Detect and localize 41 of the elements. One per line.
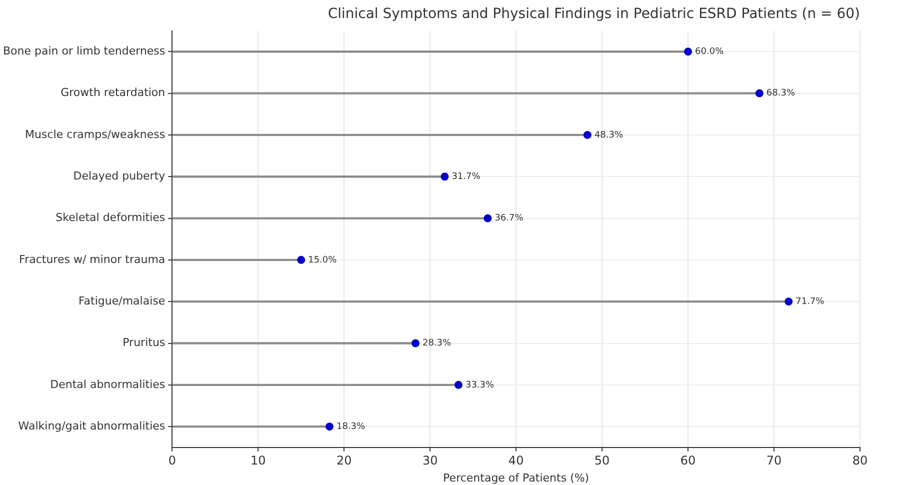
x-tick-label: 70 bbox=[766, 454, 782, 468]
data-label: 31.7% bbox=[452, 172, 481, 182]
point bbox=[325, 422, 334, 431]
y-tick-label: Walking/gait abnormalities bbox=[18, 419, 166, 432]
point bbox=[297, 256, 306, 264]
point bbox=[784, 298, 793, 306]
point bbox=[411, 339, 420, 348]
x-tick-label: 10 bbox=[250, 454, 266, 468]
y-tick-label: Skeletal deformities bbox=[56, 211, 166, 224]
data-label: 36.7% bbox=[494, 214, 524, 224]
x-tick-label: 60 bbox=[680, 454, 696, 468]
data-label: 60.0% bbox=[695, 46, 724, 57]
point bbox=[440, 172, 449, 181]
point bbox=[484, 214, 492, 222]
y-tick-label: Bone pain or limb tenderness bbox=[2, 44, 166, 58]
x-tick-label: 50 bbox=[594, 454, 610, 468]
point bbox=[684, 48, 692, 56]
data-label: 33.3% bbox=[465, 380, 495, 390]
chart-title: Clinical Symptoms and Physical Findings in Pediatric ESRD Patients (n = 60) bbox=[328, 6, 860, 22]
x-tick-label: 30 bbox=[422, 454, 438, 468]
x-tick-label: 20 bbox=[336, 454, 352, 468]
y-tick-label: Delayed puberty bbox=[73, 169, 166, 182]
y-tick-label: Fatigue/malaise bbox=[78, 294, 166, 308]
x-tick-label: 80 bbox=[852, 454, 868, 468]
y-tick-label: Fractures w/ minor trauma bbox=[19, 252, 166, 266]
y-tick-label: Muscle cramps/weakness bbox=[25, 128, 166, 141]
x-tick-label: 0 bbox=[168, 454, 176, 468]
data-label: 68.3% bbox=[766, 88, 796, 99]
data-label: 18.3% bbox=[336, 422, 366, 432]
data-label: 71.7% bbox=[796, 296, 825, 307]
y-tick-label: Dental abnormalities bbox=[50, 378, 166, 391]
point bbox=[755, 89, 764, 98]
y-tick-label: Pruritus bbox=[122, 336, 166, 350]
y-tick-label: Growth retardation bbox=[60, 86, 166, 100]
x-axis-title: Percentage of Patients (%) bbox=[443, 471, 590, 484]
x-tick-label: 40 bbox=[508, 454, 524, 468]
data-label: 28.3% bbox=[422, 338, 452, 349]
point bbox=[583, 130, 592, 139]
data-label: 15.0% bbox=[308, 255, 338, 266]
data-label: 48.3% bbox=[594, 130, 624, 140]
point bbox=[454, 380, 462, 389]
